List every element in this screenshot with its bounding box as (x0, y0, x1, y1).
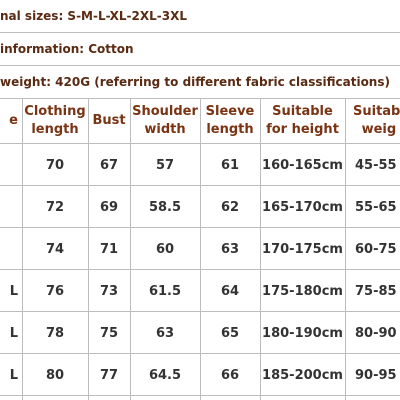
row-border (0, 269, 400, 270)
table-cell: 170-175cm (262, 241, 343, 257)
table-cell: 60-75 (355, 241, 397, 257)
col-border (130, 98, 131, 400)
size-cell: L (9, 367, 18, 383)
header-cell: e (9, 113, 18, 128)
col-border (345, 98, 346, 400)
info-line: nal sizes: S-M-L-XL-2XL-3XL (0, 9, 187, 23)
table-cell: 90-95 (355, 367, 397, 383)
table-cell: 78 (45, 325, 65, 341)
row-border (0, 185, 400, 186)
table-cell: 160-165cm (262, 157, 343, 173)
row-border (0, 32, 400, 33)
table-cell: 58.5 (148, 199, 182, 215)
col-border (260, 98, 261, 400)
info-line: weight: 420G (referring to different fab… (0, 75, 390, 89)
table-cell: 165-170cm (262, 199, 343, 215)
header-cell: Clothing length (24, 104, 86, 137)
table-cell: 57 (155, 157, 175, 173)
table-cell: 66 (220, 367, 240, 383)
header-cell: Suitabl weig (353, 104, 400, 137)
row-border (0, 65, 400, 66)
header-cell: Suitable for height (266, 104, 339, 137)
table-cell: 69 (99, 199, 119, 215)
col-border (22, 98, 23, 400)
table-cell: 61 (220, 157, 240, 173)
header-cell: Bust (92, 113, 126, 128)
table-cell: 45-55 (355, 157, 397, 173)
row-border (0, 395, 400, 396)
table-cell: 185-200cm (262, 367, 343, 383)
table-cell: 76 (45, 283, 65, 299)
row-border (0, 227, 400, 228)
col-border (200, 98, 201, 400)
table-cell: 73 (99, 283, 119, 299)
table-cell: 61.5 (148, 283, 182, 299)
table-cell: 67 (99, 157, 119, 173)
table-cell: 77 (99, 367, 119, 383)
table-cell: 63 (220, 241, 240, 257)
table-cell: 80-90 (355, 325, 397, 341)
table-cell: 65 (220, 325, 240, 341)
table-cell: 71 (99, 241, 119, 257)
table-cell: 80 (45, 367, 65, 383)
table-cell: 74 (45, 241, 65, 257)
table-cell: 75 (99, 325, 119, 341)
table-cell: 63 (155, 325, 175, 341)
col-border (88, 98, 89, 400)
table-cell: 75-85 (355, 283, 397, 299)
row-border (0, 353, 400, 354)
table-cell: 60 (155, 241, 175, 257)
row-border (0, 143, 400, 144)
table-cell: 64 (220, 283, 240, 299)
size-cell: L (9, 283, 18, 299)
table-cell: 70 (45, 157, 65, 173)
header-cell: Sleeve length (205, 104, 255, 137)
table-cell: 62 (220, 199, 240, 215)
table-cell: 175-180cm (262, 283, 343, 299)
table-cell: 72 (45, 199, 65, 215)
info-line: information: Cotton (0, 42, 134, 56)
table-cell: 180-190cm (262, 325, 343, 341)
table-cell: 55-65 (355, 199, 397, 215)
size-cell: L (9, 325, 18, 341)
row-border (0, 311, 400, 312)
header-cell: Shoulder width (132, 104, 198, 137)
table-cell: 64.5 (148, 367, 182, 383)
